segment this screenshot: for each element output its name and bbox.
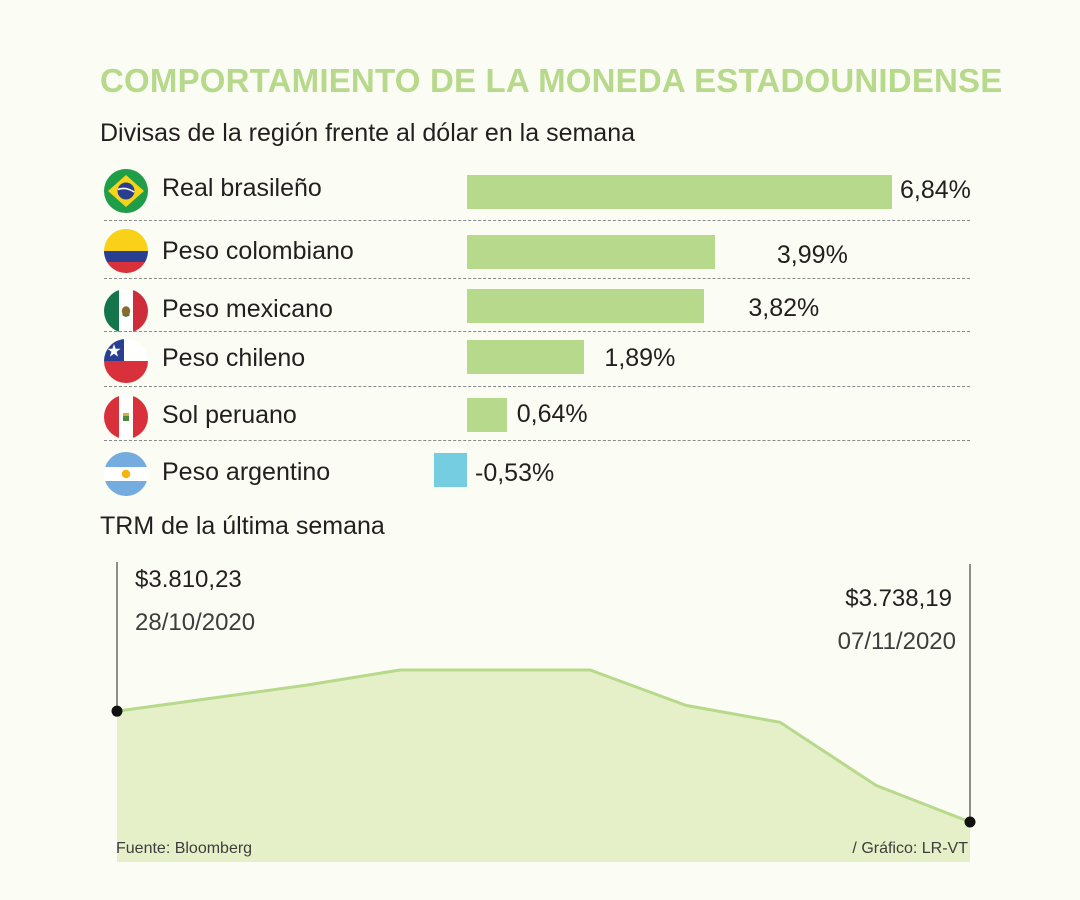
mexico-flag-icon [104, 289, 148, 333]
source-note: Fuente: Bloomberg [116, 840, 253, 857]
start-value-label: $3.810,23 [135, 566, 242, 593]
bar-category-label: Peso mexicano [162, 295, 333, 323]
bar-category-label: Peso chileno [162, 344, 306, 372]
bar-row: Peso mexicano 3,82% [0, 283, 1080, 339]
bar-category-label: Peso argentino [162, 458, 331, 486]
bar [467, 398, 507, 432]
row-divider [104, 331, 970, 332]
start-point [111, 705, 123, 717]
colombia-flag-icon [104, 229, 148, 273]
peru-flag-icon [104, 395, 148, 439]
bar-row: Peso argentino -0,53% [0, 446, 1080, 502]
area-line [116, 668, 971, 824]
bar-value-label: 3,82% [748, 294, 820, 322]
bar-row: Peso colombiano 3,99% [0, 223, 1080, 279]
bar [467, 340, 585, 374]
bar-value-label: 6,84% [900, 176, 971, 204]
bar-row: Peso chileno 1,89% [0, 333, 1080, 389]
area-fill [117, 670, 970, 862]
bar [467, 175, 892, 209]
row-divider [104, 278, 970, 279]
bar-chart-subtitle: Divisas de la región frente al dólar en … [100, 119, 636, 147]
end-point [964, 816, 976, 828]
bar [434, 453, 467, 487]
bar-value-label: 3,99% [776, 241, 848, 269]
bar-value-label: -0,53% [475, 459, 555, 487]
bar-category-label: Sol peruano [162, 401, 297, 429]
bar [467, 235, 715, 269]
bar-row: Real brasileño 6,84% [0, 163, 1080, 219]
row-divider [104, 220, 970, 221]
row-divider [104, 440, 970, 441]
bar-category-label: Peso colombiano [162, 237, 354, 265]
row-divider [104, 386, 970, 387]
end-value-label: $3.738,19 [845, 585, 952, 612]
brazil-flag-icon [104, 169, 148, 213]
end-date-label: 07/11/2020 [837, 628, 956, 655]
credit-note: / Gráfico: LR-VT [852, 840, 968, 857]
bar [467, 289, 705, 323]
argentina-flag-icon [104, 452, 148, 496]
chart-title: COMPORTAMIENTO DE LA MONEDA ESTADOUNIDEN… [100, 62, 1003, 99]
bar-row: Sol peruano 0,64% [0, 389, 1080, 445]
start-date-label: 28/10/2020 [135, 609, 256, 636]
bar-value-label: 1,89% [604, 344, 676, 372]
bar-category-label: Real brasileño [162, 174, 322, 202]
bar-value-label: 0,64% [516, 400, 588, 428]
area-chart-title: TRM de la última semana [100, 512, 385, 540]
